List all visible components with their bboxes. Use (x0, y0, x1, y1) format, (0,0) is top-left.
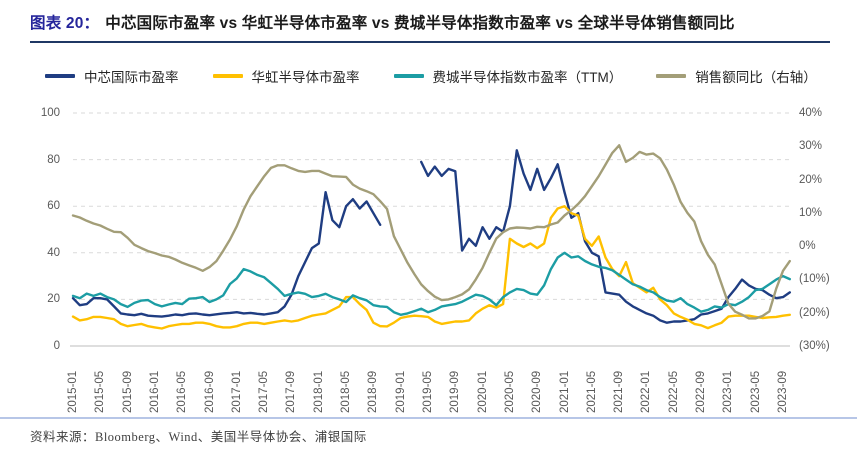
x-axis-tick-label: 2016-05 (176, 370, 189, 413)
bottom-divider (0, 417, 857, 419)
x-axis-tick-label: 2016-09 (203, 370, 216, 413)
legend-swatch (656, 74, 687, 78)
legend-swatch (393, 74, 424, 78)
right-axis-tick-label: 20% (799, 173, 823, 186)
x-axis-tick-label: 2015-05 (94, 370, 107, 413)
legend-item: 费城半导体指数市盈率（TTM） (393, 66, 623, 86)
x-axis-tick-label: 2021-05 (585, 370, 598, 413)
legend-item: 销售额同比（右轴） (656, 66, 817, 86)
x-axis-tick-label: 2017-01 (230, 370, 243, 413)
series-line (71, 204, 791, 330)
x-axis-tick-label: 2018-09 (367, 370, 380, 413)
chart-legend: 中芯国际市盈率 华虹半导体市盈率 费城半导体指数市盈率（TTM） 销售额同比（右轴） (45, 66, 817, 86)
y-axis-tick-label: 0 (53, 340, 60, 352)
x-axis-tick-label: 2019-01 (394, 370, 407, 413)
series-line (420, 149, 791, 324)
right-axis-tick-label: (20%) (799, 306, 830, 319)
x-axis-tick-label: 2021-09 (613, 370, 626, 413)
legend-label: 华虹半导体市盈率 (251, 70, 360, 85)
legend-item: 中芯国际市盈率 (45, 66, 179, 86)
header-divider (30, 41, 830, 43)
series-line (71, 144, 791, 320)
x-axis-tick-label: 2017-09 (285, 370, 298, 413)
right-axis-tick-label: 40% (799, 107, 823, 119)
right-axis-tick-label: (30%) (799, 340, 830, 352)
y-axis-tick-label: 20 (47, 293, 60, 306)
x-axis-tick-label: 2020-05 (503, 370, 516, 413)
x-axis-tick-label: 2018-05 (340, 370, 353, 413)
x-axis-tick-label: 2020-01 (476, 370, 489, 413)
legend-swatch (212, 74, 243, 78)
legend-label: 销售额同比（右轴） (695, 70, 817, 85)
x-axis-tick-label: 2015-01 (67, 370, 79, 413)
x-axis-tick-label: 2023-05 (749, 370, 762, 413)
x-axis-tick-label: 2022-01 (640, 370, 653, 413)
x-axis-tick-label: 2019-09 (449, 370, 462, 413)
right-axis-tick-label: 0% (799, 240, 816, 253)
x-axis-tick-label: 2020-09 (531, 370, 544, 413)
x-axis-tick-label: 2022-05 (667, 370, 680, 413)
x-axis-tick-label: 2015-09 (121, 370, 134, 413)
y-axis-tick-label: 100 (40, 107, 60, 119)
legend-label: 中芯国际市盈率 (84, 70, 179, 85)
series-line (71, 190, 382, 318)
y-axis-tick-label: 80 (47, 153, 60, 166)
x-axis-tick-label: 2023-01 (722, 370, 735, 413)
figure-number-label: 图表 20： (30, 15, 100, 32)
x-axis-tick-label: 2019-05 (422, 370, 434, 413)
x-axis-tick-label: 2018-01 (312, 370, 325, 413)
legend-swatch (45, 74, 75, 78)
figure-header: 图表 20： 中芯国际市盈率 vs 华虹半导体市盈率 vs 费城半导体指数市盈率 … (30, 11, 837, 33)
y-axis-tick-label: 60 (47, 200, 60, 213)
right-axis-tick-label: 10% (799, 206, 823, 219)
x-axis-tick-label: 2022-09 (695, 370, 708, 413)
figure-title: 中芯国际市盈率 vs 华虹半导体市盈率 vs 费城半导体指数市盈率 vs 全球半… (105, 15, 735, 32)
y-axis-tick-label: 40 (47, 246, 60, 259)
source-note: 资料来源：Bloomberg、Wind、美国半导体协会、浦银国际 (30, 430, 367, 444)
series-line (71, 251, 791, 316)
legend-label: 费城半导体指数市盈率（TTM） (432, 70, 623, 85)
x-axis-tick-label: 2016-01 (148, 370, 161, 413)
x-axis-tick-label: 2023-09 (777, 370, 789, 413)
x-axis-tick-label: 2021-01 (558, 370, 571, 413)
x-axis-tick-label: 2017-05 (258, 370, 271, 413)
legend-item: 华虹半导体市盈率 (212, 66, 360, 86)
right-axis-tick-label: 30% (799, 140, 823, 153)
right-axis-tick-label: (10%) (799, 273, 830, 286)
